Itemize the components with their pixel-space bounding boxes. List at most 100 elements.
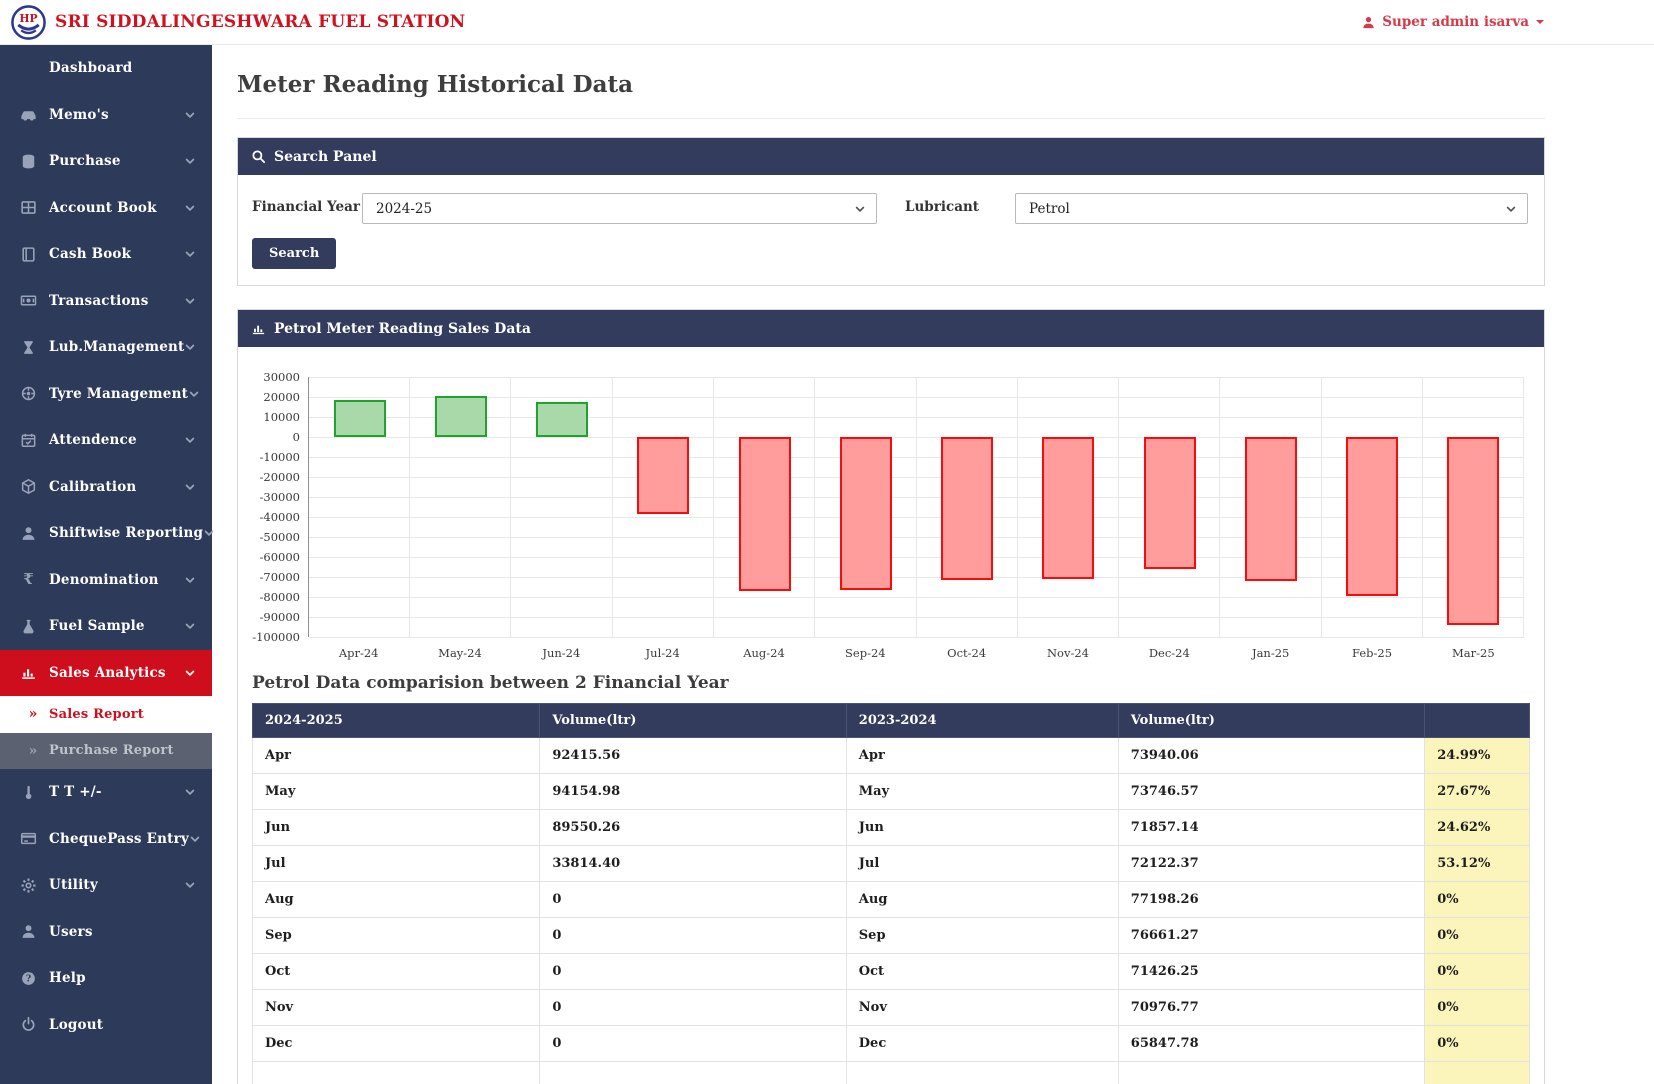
sidebar-item-utility[interactable]: Utility <box>0 862 212 909</box>
sidebar-item-label: Calibration <box>49 478 137 495</box>
gear-icon <box>20 877 37 894</box>
sidebar-item-denomination[interactable]: ₹ Denomination <box>0 557 212 604</box>
sidebar-item-attendence[interactable]: Attendence <box>0 417 212 464</box>
bar-jun-24 <box>536 401 589 437</box>
table-cell: 71426.25 <box>1117 953 1426 990</box>
column-header: 2024-2025 <box>251 703 541 738</box>
bar-chart-icon <box>20 664 37 681</box>
column-header <box>1424 703 1530 738</box>
sidebar-item-label: Account Book <box>49 199 157 216</box>
table-cell: Sep <box>251 917 541 954</box>
sidebar-item-cash-book[interactable]: Cash Book <box>0 231 212 278</box>
y-tick-label: -60000 <box>259 550 300 564</box>
x-tick-label: Aug-24 <box>743 646 785 660</box>
sidebar-item-sales-analytics[interactable]: Sales Analytics <box>0 649 212 696</box>
table-cell: May <box>845 773 1119 810</box>
user-menu[interactable]: Super admin isarva <box>1361 14 1545 30</box>
sidebar-item-help[interactable]: ? Help <box>0 955 212 1002</box>
sidebar-item-lub-management[interactable]: Lub.Management <box>0 324 212 371</box>
search-panel-header: Search Panel <box>238 138 1544 175</box>
station-title: SRI SIDDALINGESHWARA FUEL STATION <box>55 12 466 32</box>
chevron-down-icon <box>1505 203 1517 215</box>
bar-may-24 <box>434 396 487 437</box>
x-tick-label: Oct-24 <box>947 646 987 660</box>
angle-double-right-icon: » <box>28 742 38 759</box>
table-cell: 0% <box>1424 1025 1530 1062</box>
gridline <box>309 637 1524 638</box>
sidebar-item-t-t[interactable]: T T +/- <box>0 769 212 816</box>
y-tick-label: 10000 <box>263 410 300 424</box>
table-cell: 71857.14 <box>1117 809 1426 846</box>
gridline <box>409 377 411 637</box>
table-cell: Nov <box>845 989 1119 1026</box>
gridline <box>309 377 1524 378</box>
table-cell: 0 <box>539 917 847 954</box>
x-tick-label: Jul-24 <box>645 646 680 660</box>
search-button[interactable]: Search <box>252 238 337 269</box>
table-row-partial <box>251 1061 1530 1084</box>
search-icon <box>251 149 266 164</box>
y-tick-label: -10000 <box>259 450 300 464</box>
lubricant-select[interactable]: Petrol <box>1015 193 1528 224</box>
table-cell: 0 <box>539 989 847 1026</box>
table-cell: Aug <box>251 881 541 918</box>
column-header: Volume(ltr) <box>539 703 847 738</box>
table-cell: May <box>251 773 541 810</box>
lubricant-label: Lubricant <box>905 199 980 215</box>
chevron-down-icon <box>184 481 196 493</box>
y-tick-label: -30000 <box>259 490 300 504</box>
x-tick-label: Jan-25 <box>1251 646 1290 660</box>
column-header: 2023-2024 <box>845 703 1119 738</box>
sidebar-item-shiftwise-reporting[interactable]: Shiftwise Reporting <box>0 510 214 557</box>
table-cell: 73940.06 <box>1117 737 1426 774</box>
bar-oct-24 <box>941 437 994 580</box>
table-cell: 33814.40 <box>539 845 847 882</box>
lubricant-value: Petrol <box>1029 200 1070 217</box>
chevron-down-icon <box>184 879 196 891</box>
financial-year-select[interactable]: 2024-25 <box>362 193 877 224</box>
table-cell: Dec <box>251 1025 541 1062</box>
sidebar-item-label: Utility <box>49 877 98 894</box>
sidebar-item-label: Users <box>49 923 93 940</box>
financial-year-label: Financial Year <box>252 199 360 215</box>
sidebar-item-users[interactable]: Users <box>0 909 212 956</box>
sidebar-item-memo-s[interactable]: Memo's <box>0 92 212 139</box>
gridline <box>309 557 1524 558</box>
table-cell: Jul <box>845 845 1119 882</box>
sidebar-item-sales-report[interactable]: » Sales Report <box>0 696 212 733</box>
bar-jan-25 <box>1244 437 1297 581</box>
x-tick-label: Sep-24 <box>845 646 886 660</box>
bar-feb-25 <box>1346 437 1399 596</box>
sidebar-item-fuel-sample[interactable]: Fuel Sample <box>0 603 212 650</box>
table-cell: Aug <box>845 881 1119 918</box>
table-row: Nov 0 Nov 70976.77 0% <box>251 989 1530 1026</box>
table-row: Aug 0 Aug 77198.26 0% <box>251 881 1530 918</box>
gridline <box>309 577 1524 578</box>
chevron-down-icon <box>184 202 196 214</box>
sidebar-item-label: ChequePass Entry <box>49 830 189 847</box>
search-panel-body: Financial Year 2024-25 Lubricant Petrol … <box>238 175 1544 285</box>
book-icon <box>20 246 37 263</box>
table-cell: 0 <box>539 881 847 918</box>
gridline <box>915 377 917 637</box>
sidebar-item-tyre-management[interactable]: Tyre Management <box>0 371 212 418</box>
sidebar-item-calibration[interactable]: Calibration <box>0 464 212 511</box>
gridline <box>309 617 1524 618</box>
gridline <box>309 397 1524 398</box>
sidebar-item-transactions[interactable]: Transactions <box>0 278 212 325</box>
y-tick-label: -70000 <box>259 570 300 584</box>
angle-double-right-icon: » <box>28 706 38 723</box>
sidebar-item-label: Sales Analytics <box>49 664 166 681</box>
table-row: Sep 0 Sep 76661.27 0% <box>251 917 1530 954</box>
sidebar-item-purchase[interactable]: Purchase <box>0 138 212 185</box>
sidebar-item-account-book[interactable]: Account Book <box>0 185 212 232</box>
table-cell: 24.99% <box>1424 737 1530 774</box>
hp-logo-icon: HP <box>10 4 47 41</box>
sidebar-item-purchase-report[interactable]: » Purchase Report <box>0 732 212 769</box>
sidebar-item-logout[interactable]: Logout <box>0 1002 212 1049</box>
table-cell: 73746.57 <box>1117 773 1426 810</box>
y-tick-label: 20000 <box>263 390 300 404</box>
sidebar-item-chequepass-entry[interactable]: ChequePass Entry <box>0 816 212 863</box>
table-cell: Oct <box>845 953 1119 990</box>
sidebar-item-dashboard[interactable]: Dashboard <box>0 45 212 92</box>
